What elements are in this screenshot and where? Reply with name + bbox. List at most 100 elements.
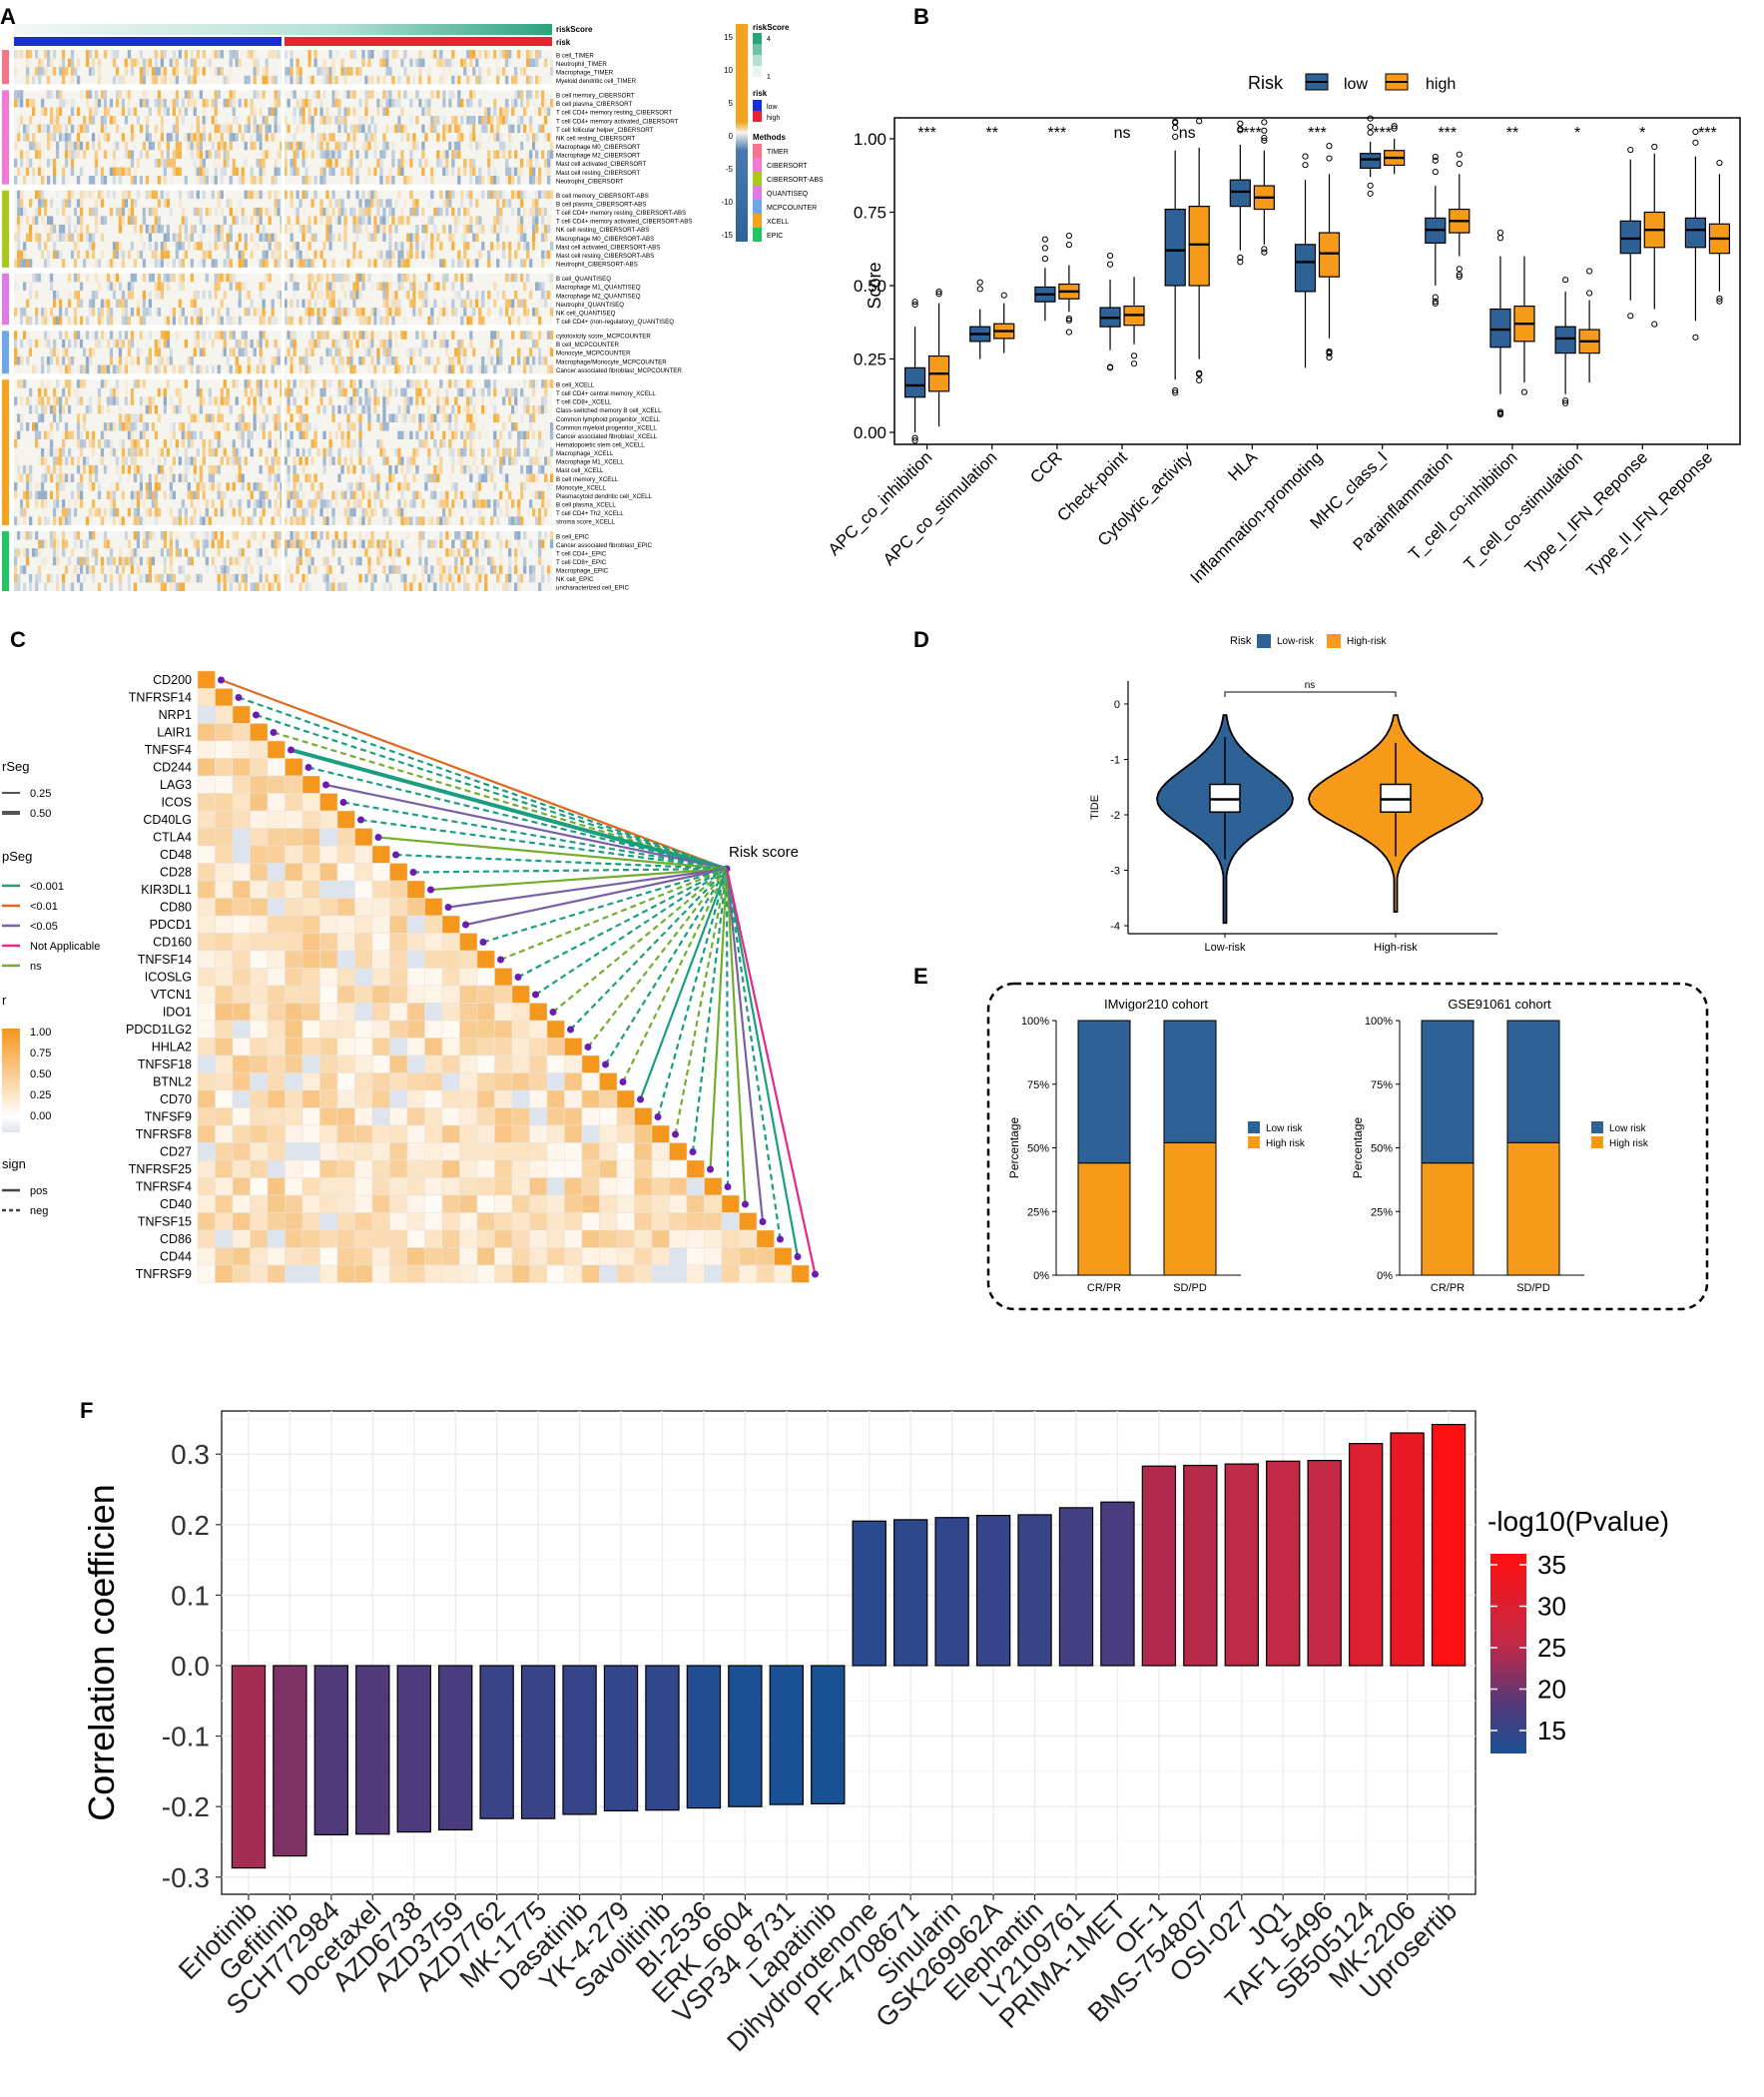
heatmap-cell bbox=[322, 158, 326, 168]
heatmap-cell bbox=[463, 216, 467, 225]
heatmap-cell bbox=[319, 356, 323, 365]
heatmap-cell bbox=[157, 482, 162, 491]
heatmap-cell bbox=[61, 98, 66, 108]
heatmap-cell bbox=[163, 75, 168, 85]
heatmap-cell bbox=[541, 282, 545, 291]
heatmap-cell bbox=[322, 447, 326, 457]
heatmap-cell bbox=[397, 282, 401, 291]
heatmap-cell bbox=[64, 150, 69, 159]
heatmap-cell bbox=[34, 530, 39, 540]
risk-legend-swatch-low bbox=[753, 100, 762, 111]
heatmap-cell bbox=[361, 316, 365, 326]
heatmap-cell bbox=[290, 430, 294, 440]
heatmap-cell bbox=[352, 464, 356, 474]
heatmap-cell bbox=[463, 107, 467, 117]
heatmap-cell bbox=[499, 490, 503, 500]
heatmap-cell bbox=[205, 150, 209, 159]
heatmap-cell bbox=[325, 282, 329, 291]
heatmap-cell bbox=[529, 379, 533, 388]
heatmap-cell bbox=[16, 150, 21, 159]
heatmap-cell bbox=[295, 67, 299, 76]
heatmap-cell bbox=[238, 430, 242, 440]
heatmap-cell bbox=[301, 507, 305, 517]
heatmap-cell bbox=[64, 124, 69, 134]
heatmap-cell bbox=[14, 490, 18, 500]
heatmap-cell bbox=[529, 331, 533, 340]
heatmap-cell bbox=[400, 387, 404, 397]
heatmap-cell bbox=[337, 456, 341, 465]
heatmap-cell bbox=[394, 124, 398, 134]
heatmap-cell bbox=[445, 348, 449, 357]
heatmap-cell bbox=[505, 573, 509, 583]
heatmap-cell bbox=[328, 582, 332, 591]
heatmap-cell bbox=[442, 273, 446, 283]
heatmap-cell bbox=[28, 167, 33, 177]
heatmap-cell bbox=[328, 348, 332, 357]
heatmap-cell bbox=[220, 331, 224, 340]
heatmap-cell bbox=[490, 339, 494, 349]
heatmap-cell bbox=[409, 379, 413, 388]
heatmap-cell bbox=[382, 282, 386, 291]
heatmap-cell bbox=[541, 233, 545, 243]
heatmap-cell bbox=[253, 507, 257, 517]
heatmap-cell bbox=[442, 396, 446, 405]
heatmap-cell bbox=[316, 290, 320, 300]
heatmap-cell bbox=[217, 308, 221, 317]
heatmap-cell bbox=[502, 250, 506, 260]
heatmap-cell bbox=[196, 290, 200, 300]
heatmap-cell bbox=[154, 207, 159, 217]
heatmap-cell bbox=[307, 58, 311, 68]
heatmap-cell bbox=[106, 259, 111, 268]
heatmap-cell bbox=[430, 573, 434, 583]
heatmap-cell bbox=[163, 107, 168, 117]
heatmap-cell bbox=[241, 176, 245, 185]
heatmap-cell bbox=[436, 516, 440, 525]
heatmap-cell bbox=[268, 242, 272, 251]
heatmap-cell bbox=[142, 98, 147, 108]
heatmap-cell bbox=[391, 565, 395, 574]
heatmap-cell bbox=[112, 339, 117, 349]
heatmap-cell bbox=[293, 490, 296, 500]
heatmap-cell bbox=[535, 364, 539, 374]
heatmap-cell bbox=[337, 556, 341, 566]
heatmap-cell bbox=[358, 250, 362, 260]
heatmap-cell bbox=[520, 67, 524, 76]
heatmap-cell bbox=[16, 242, 21, 251]
heatmap-cell bbox=[14, 141, 18, 151]
heatmap-cell bbox=[154, 158, 159, 168]
heatmap-cell bbox=[193, 107, 197, 117]
heatmap-cell bbox=[427, 124, 431, 134]
heatmap-cell bbox=[340, 207, 344, 217]
heatmap-cell bbox=[358, 439, 362, 448]
heatmap-cell bbox=[328, 50, 332, 59]
heatmap-cell bbox=[304, 548, 308, 557]
heatmap-cell bbox=[448, 141, 452, 151]
heatmap-cell bbox=[193, 67, 197, 76]
heatmap-cell bbox=[349, 124, 353, 134]
heatmap-cell bbox=[85, 404, 90, 414]
heatmap-cell bbox=[256, 379, 260, 388]
heatmap-cell bbox=[232, 507, 236, 517]
heatmap-cell bbox=[391, 150, 395, 159]
heatmap-cell bbox=[328, 499, 332, 508]
heatmap-cell bbox=[310, 75, 314, 85]
heatmap-cell bbox=[433, 573, 437, 583]
heatmap-cell bbox=[109, 50, 114, 59]
heatmap-cell bbox=[535, 190, 539, 200]
heatmap-cell bbox=[130, 565, 135, 574]
heatmap-cell bbox=[16, 90, 21, 99]
heatmap-cell bbox=[361, 464, 365, 474]
heatmap-cell bbox=[382, 259, 386, 268]
heatmap-cell bbox=[481, 516, 485, 525]
heatmap-cell bbox=[460, 464, 464, 474]
heatmap-cell bbox=[448, 124, 452, 134]
heatmap-cell bbox=[187, 233, 191, 243]
heatmap-cell bbox=[46, 250, 51, 260]
heatmap-cell bbox=[547, 216, 551, 225]
heatmap-cell bbox=[223, 242, 227, 251]
heatmap-cell bbox=[151, 273, 156, 283]
heatmap-cell bbox=[103, 573, 108, 583]
heatmap-cell bbox=[244, 98, 248, 108]
heatmap-cell bbox=[328, 133, 332, 142]
heatmap-cell bbox=[406, 250, 410, 260]
